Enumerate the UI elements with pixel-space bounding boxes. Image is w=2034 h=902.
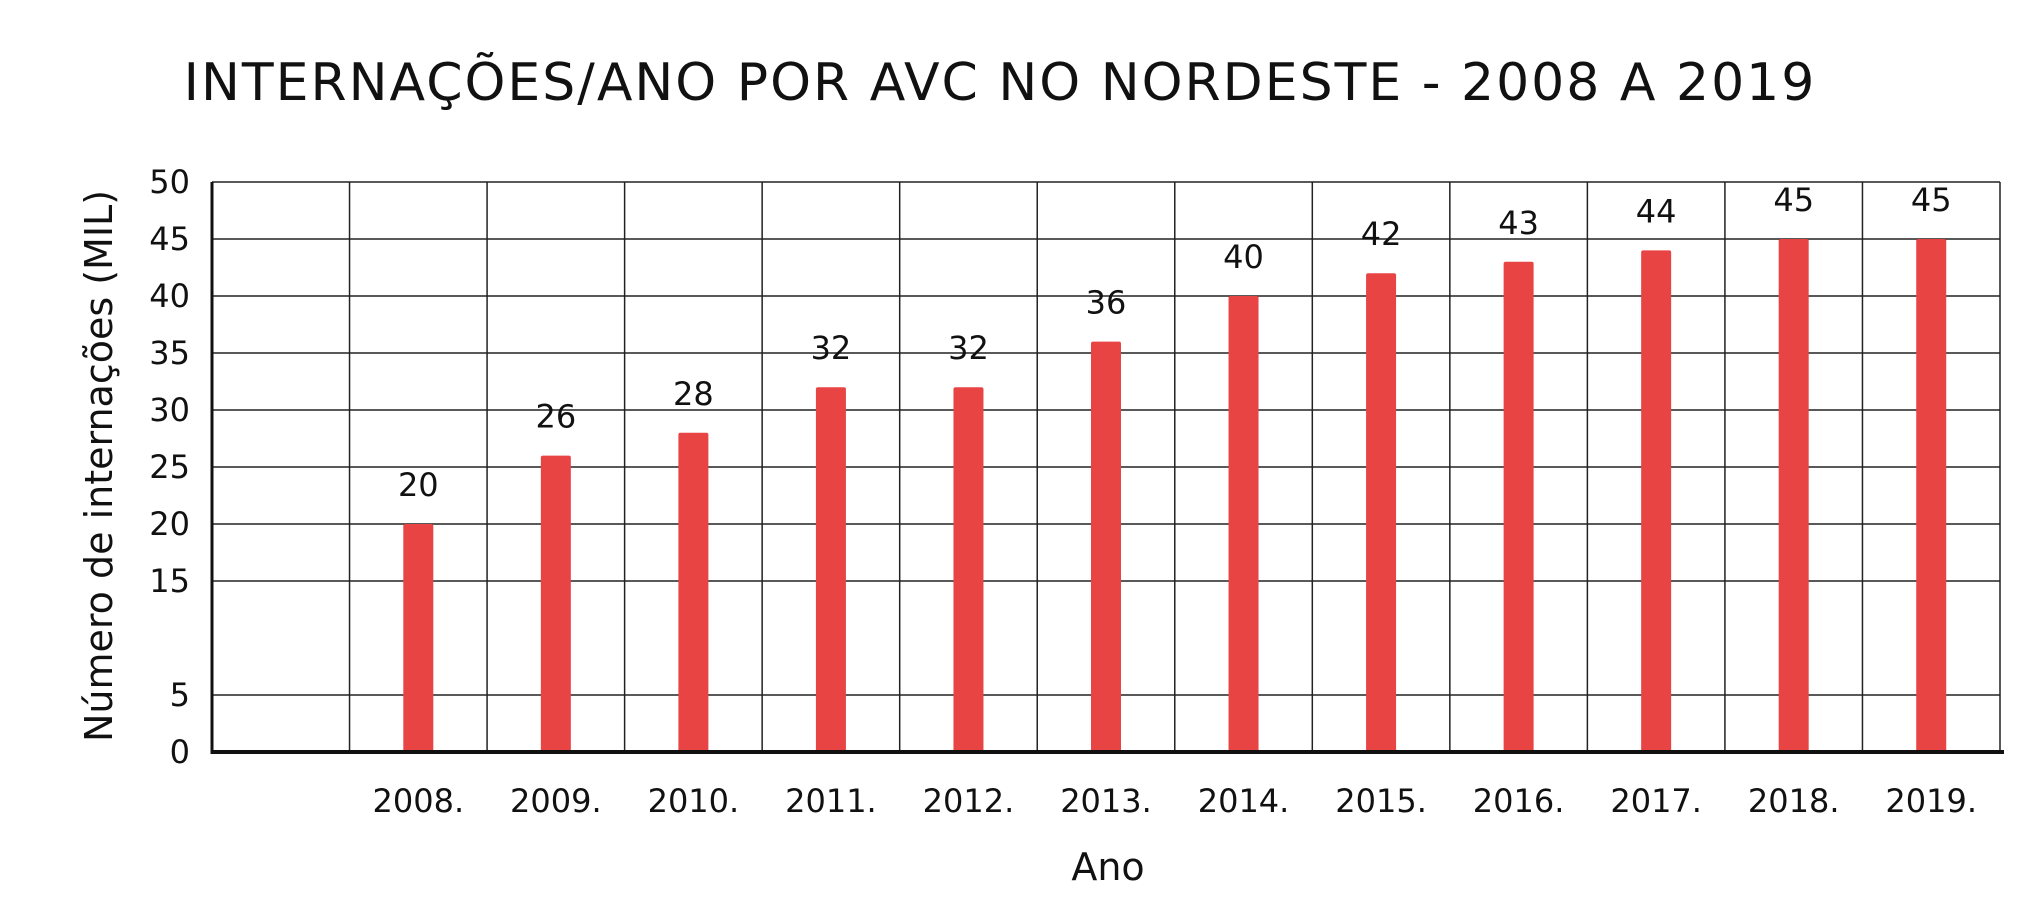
bar-value-label: 40 [1223, 238, 1264, 276]
y-tick-label: 50 [149, 163, 190, 201]
bars [403, 239, 1947, 752]
bar [540, 455, 571, 752]
x-tick-label: 2010. [648, 782, 740, 820]
x-tick-label: 2014. [1198, 782, 1290, 820]
y-tick-label: 30 [149, 391, 190, 429]
y-tick-label: 15 [149, 562, 190, 600]
bar-value-label: 42 [1361, 215, 1402, 253]
bar-value-label: 32 [811, 329, 852, 367]
bar-value-label: 20 [398, 466, 439, 504]
bar-value-label: 43 [1498, 204, 1539, 242]
y-tick-label: 35 [149, 334, 190, 372]
bar-value-label: 36 [1086, 284, 1127, 322]
bar-value-label: 44 [1636, 192, 1677, 230]
y-tick-label: 45 [149, 220, 190, 258]
bar [678, 432, 709, 752]
bar [953, 387, 984, 752]
bar [1228, 296, 1259, 752]
bar [403, 524, 434, 752]
bar-value-label: 45 [1773, 181, 1814, 219]
chart-title: INTERNAÇÕES/ANO POR AVC NO NORDESTE - 20… [184, 52, 1817, 113]
x-tick-label: 2018. [1748, 782, 1840, 820]
x-axis-title: Ano [1071, 845, 1144, 889]
x-tick-label: 2012. [923, 782, 1015, 820]
y-tick-label: 25 [149, 448, 190, 486]
bar-value-label: 26 [535, 398, 576, 436]
y-axis-ticks: 0 5 15 20 25 30 35 40 45 50 [149, 163, 190, 771]
x-tick-label: 2017. [1610, 782, 1702, 820]
x-tick-label: 2009. [510, 782, 602, 820]
x-tick-label: 2015. [1335, 782, 1427, 820]
bar [1503, 261, 1534, 752]
bar [1091, 341, 1121, 752]
bar-value-label: 28 [673, 375, 714, 413]
x-tick-label: 2008. [373, 782, 465, 820]
y-tick-label: 0 [170, 733, 190, 771]
y-tick-label: 20 [149, 505, 190, 543]
bar [1916, 239, 1947, 752]
bar [1641, 250, 1672, 752]
bar [815, 387, 846, 752]
bar [1366, 273, 1397, 752]
x-tick-label: 2011. [785, 782, 877, 820]
y-tick-label: 5 [170, 676, 190, 714]
y-axis-title: Número de internações (MIL) [77, 190, 121, 742]
y-tick-label: 40 [149, 277, 190, 315]
bar-value-label: 32 [948, 329, 989, 367]
x-tick-label: 2019. [1885, 782, 1977, 820]
bar-value-label: 45 [1911, 181, 1952, 219]
bar [1778, 239, 1809, 752]
x-axis-ticks: 2008. 2009. 2010. 2011. 2012. 2013. 2014. 2015.… [373, 782, 1978, 820]
x-tick-label: 2016. [1473, 782, 1565, 820]
x-tick-label: 2013. [1060, 782, 1152, 820]
data-labels: 20 26 28 32 32 36 40 42 43 44 45 45 [398, 181, 1952, 504]
